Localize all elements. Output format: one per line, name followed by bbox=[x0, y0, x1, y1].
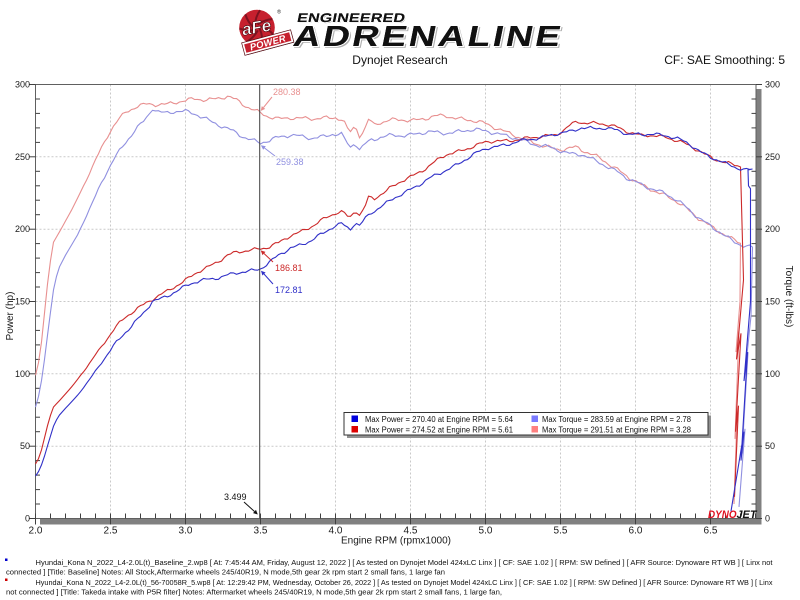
svg-text:6.0: 6.0 bbox=[629, 526, 643, 537]
svg-text:3.5: 3.5 bbox=[254, 526, 268, 537]
svg-text:Max Torque = 291.51 at Engine: Max Torque = 291.51 at Engine RPM = 3.28 bbox=[542, 425, 692, 434]
svg-text:200: 200 bbox=[765, 224, 780, 234]
svg-text:Power (hp): Power (hp) bbox=[5, 292, 16, 341]
svg-text:5.0: 5.0 bbox=[479, 526, 493, 537]
svg-text:Torque (ft-lbs): Torque (ft-lbs) bbox=[783, 266, 794, 328]
svg-text:connected ] [Title: Baseline]: connected ] [Title: Baseline] Notes: All… bbox=[6, 568, 445, 577]
svg-text:50: 50 bbox=[20, 441, 30, 451]
svg-text:100: 100 bbox=[15, 369, 30, 379]
svg-text:300: 300 bbox=[15, 80, 30, 90]
svg-text:259.38: 259.38 bbox=[276, 157, 304, 167]
svg-text:®: ® bbox=[277, 9, 281, 16]
svg-text:Max Power = 274.52 at Engine R: Max Power = 274.52 at Engine RPM = 5.61 bbox=[365, 425, 514, 434]
svg-text:CF: SAE Smoothing: 5: CF: SAE Smoothing: 5 bbox=[664, 53, 785, 67]
svg-text:ENGINEERED: ENGINEERED bbox=[297, 12, 408, 26]
svg-text:0: 0 bbox=[765, 514, 770, 524]
svg-text:ADRENALINE: ADRENALINE bbox=[291, 21, 567, 53]
svg-text:2.0: 2.0 bbox=[29, 526, 43, 537]
svg-text:3.0: 3.0 bbox=[179, 526, 193, 537]
svg-text:172.81: 172.81 bbox=[275, 285, 303, 295]
svg-text:Engine RPM (rpmx1000): Engine RPM (rpmx1000) bbox=[341, 536, 451, 547]
svg-text:0: 0 bbox=[25, 514, 30, 524]
svg-text:Hyundai_Kona N_2022_L4-2.0L(t): Hyundai_Kona N_2022_L4-2.0L(t)_56-70058R… bbox=[36, 578, 773, 587]
svg-text:150: 150 bbox=[15, 297, 30, 307]
svg-text:aFe: aFe bbox=[240, 16, 272, 40]
svg-text:186.81: 186.81 bbox=[275, 263, 303, 273]
svg-text:250: 250 bbox=[765, 152, 780, 162]
svg-text:ENGINEERED: ENGINEERED bbox=[296, 12, 407, 26]
svg-text:3.499: 3.499 bbox=[224, 492, 247, 502]
svg-text:DYNO: DYNO bbox=[708, 509, 737, 521]
svg-text:2.5: 2.5 bbox=[104, 526, 118, 537]
svg-text:Hyundai_Kona N_2022_L4-2.0L(t): Hyundai_Kona N_2022_L4-2.0L(t)_Baseline_… bbox=[36, 558, 774, 567]
svg-text:Max Power = 270.40 at Engine R: Max Power = 270.40 at Engine RPM = 5.64 bbox=[365, 415, 514, 424]
svg-text:6.5: 6.5 bbox=[704, 526, 718, 537]
svg-text:150: 150 bbox=[765, 297, 780, 307]
svg-text:200: 200 bbox=[15, 224, 30, 234]
svg-text:4.0: 4.0 bbox=[329, 526, 343, 537]
svg-text:Dynojet Research: Dynojet Research bbox=[352, 53, 447, 67]
svg-text:not connected ] [Title: Takeda: not connected ] [Title: Takeda intake wi… bbox=[6, 588, 502, 597]
svg-text:ADRENALINE: ADRENALINE bbox=[291, 21, 567, 53]
svg-text:4.5: 4.5 bbox=[404, 526, 418, 537]
svg-text:100: 100 bbox=[765, 369, 780, 379]
svg-text:5.5: 5.5 bbox=[554, 526, 568, 537]
svg-text:ADRENALINE: ADRENALINE bbox=[292, 22, 568, 54]
svg-text:300: 300 bbox=[765, 80, 780, 90]
svg-text:280.38: 280.38 bbox=[273, 87, 301, 97]
svg-text:Max Torque = 283.59 at Engine: Max Torque = 283.59 at Engine RPM = 2.78 bbox=[542, 415, 692, 424]
svg-text:JET: JET bbox=[737, 509, 758, 521]
svg-text:ENGINEERED: ENGINEERED bbox=[296, 12, 407, 26]
svg-text:50: 50 bbox=[765, 441, 775, 451]
svg-text:250: 250 bbox=[15, 152, 30, 162]
